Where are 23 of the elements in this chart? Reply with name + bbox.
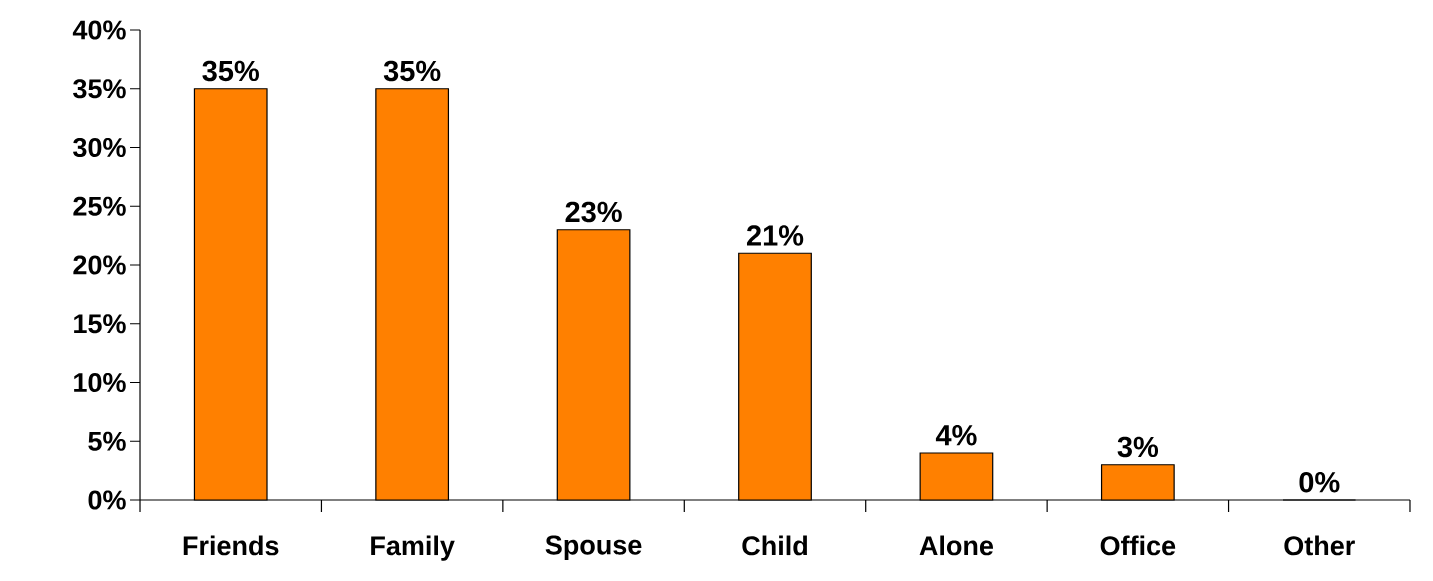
x-tick-label: Office [1100,535,1176,556]
y-tick-label: 5% [88,431,126,451]
y-tick-label: 0% [88,490,126,510]
x-tick-label: Other [1284,535,1355,556]
data-label: 21% [746,225,804,246]
data-label: 0% [1299,471,1340,493]
x-tick-label: Friends [183,535,279,556]
x-tick-label: Alone [919,535,994,556]
data-label: 35% [383,60,441,82]
data-label: 4% [935,425,977,446]
y-tick-label: 30% [73,137,126,158]
y-tick-label: 35% [73,79,126,99]
data-label: 3% [1117,436,1159,458]
y-tick-label: 40% [72,20,126,40]
x-tick-label: Child [742,535,807,556]
y-tick-label: 25% [73,196,126,216]
x-tick-label: Spouse [545,535,642,560]
y-tick-label: 10% [74,372,126,393]
data-label: 23% [565,201,622,223]
x-tick-label: Family [371,535,455,561]
y-tick-label: 20% [73,255,126,275]
data-label: 35% [202,60,259,82]
y-tick-label: 15% [74,314,126,334]
